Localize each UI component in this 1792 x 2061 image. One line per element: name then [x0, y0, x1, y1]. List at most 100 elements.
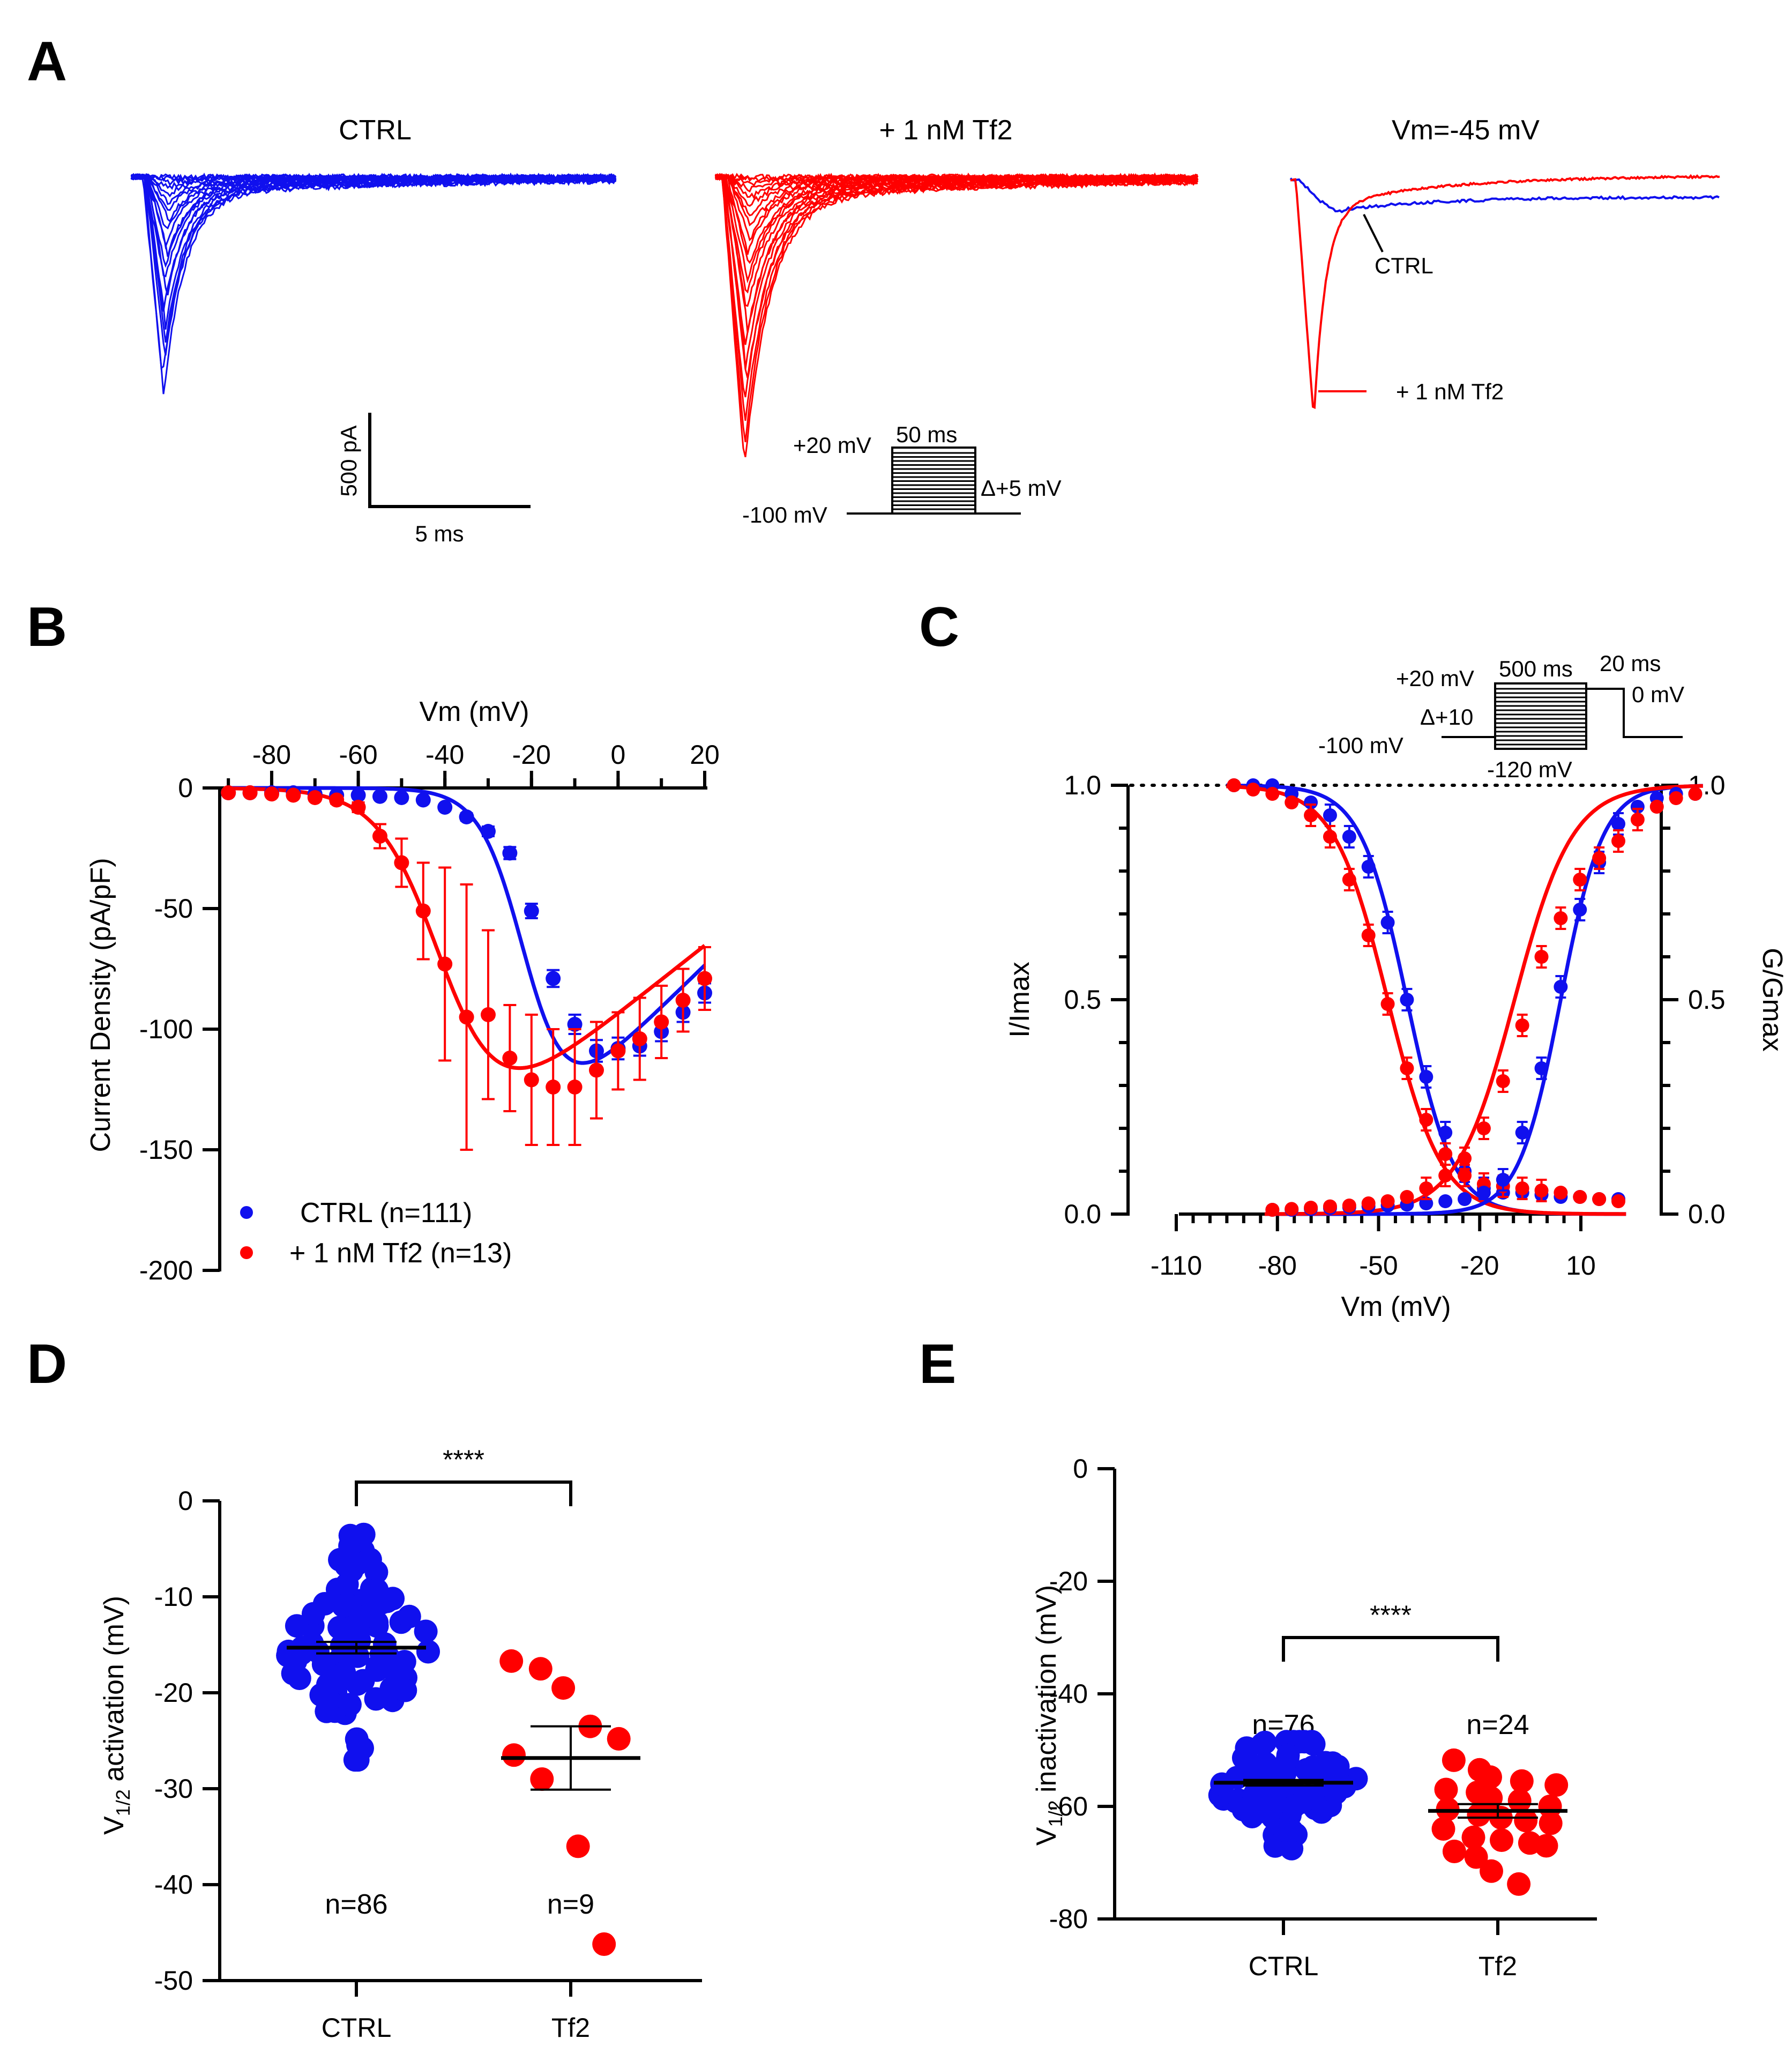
b-data-point — [610, 1043, 626, 1059]
b-data-point — [567, 1080, 583, 1095]
tf2-point — [1442, 1748, 1466, 1772]
current-trace — [130, 173, 616, 296]
b-data-point — [632, 1031, 647, 1046]
protocol-a: +20 mV 50 ms Δ+5 mV -100 mV — [742, 422, 1062, 527]
c-data-point — [1476, 1186, 1491, 1200]
significance-bracket — [1282, 1636, 1499, 1662]
c-data-point — [1380, 1194, 1395, 1208]
c-data-point — [1649, 800, 1664, 814]
ctrl-point — [1310, 1800, 1333, 1824]
b-data-point — [286, 787, 301, 803]
b-x-tick-label: 0 — [610, 740, 625, 770]
ctrl-point — [352, 1605, 376, 1629]
b-data-point — [394, 790, 409, 805]
c-data-point — [1515, 1018, 1529, 1032]
current-trace — [715, 174, 1198, 458]
y-tick-label: 0 — [1073, 1454, 1088, 1484]
c-data-point — [1554, 980, 1568, 994]
c-data-point — [1323, 830, 1337, 844]
tf2-point — [1514, 1809, 1538, 1833]
b-data-point — [372, 788, 387, 804]
ctrl-point — [352, 1522, 376, 1546]
x-tick-label: Tf2 — [1479, 1951, 1517, 1981]
c-data-point — [1592, 1192, 1607, 1206]
b-data-point — [546, 1080, 561, 1095]
ctrl-traces — [130, 172, 617, 395]
b-y-tick-label: -100 — [139, 1014, 193, 1044]
c-x-tick-label: -80 — [1258, 1251, 1297, 1281]
overlay-tf2-label: + 1 nM Tf2 — [1396, 379, 1504, 404]
b-data-point — [524, 1072, 539, 1088]
ctrl-point — [1326, 1754, 1350, 1779]
tf2-point — [551, 1676, 576, 1700]
tf2-point — [1442, 1840, 1466, 1863]
c-data-point — [1246, 783, 1260, 797]
tf2-point — [1461, 1825, 1485, 1849]
ctrl-point — [390, 1677, 414, 1701]
y-tick-label: -50 — [154, 1966, 193, 1996]
c-fit-curve — [1265, 784, 1703, 1216]
c-data-point — [1534, 950, 1549, 964]
c-y2-tick-label: 0.5 — [1688, 985, 1726, 1015]
b-data-point — [415, 792, 431, 808]
c-data-point — [1304, 795, 1318, 809]
y-tick-label: -30 — [154, 1774, 193, 1804]
c-data-point — [1458, 1169, 1472, 1182]
c-data-point — [1515, 1126, 1529, 1140]
b-data-point — [415, 903, 431, 919]
panel-label-d: D — [27, 1333, 67, 1395]
b-x-tick-label: 20 — [690, 740, 720, 770]
ctrl-point — [345, 1552, 369, 1576]
b-x-tick-label: -60 — [339, 740, 377, 770]
n-label: n=86 — [325, 1889, 387, 1920]
ctrl-point — [1300, 1730, 1324, 1754]
c-data-point — [1361, 928, 1376, 942]
x-tick-label: CTRL — [1249, 1951, 1319, 1981]
c-data-point — [1611, 1194, 1625, 1208]
c-data-point — [1476, 1121, 1491, 1135]
panel-label-b: B — [27, 596, 67, 658]
tf2-point — [1510, 1769, 1534, 1793]
b-data-point — [221, 785, 236, 800]
c-data-point — [1361, 860, 1376, 874]
c-data-point — [1515, 1181, 1529, 1195]
y-tick-label: -40 — [154, 1870, 193, 1900]
x-tick-label: Tf2 — [551, 2013, 590, 2043]
tf2-point — [1434, 1777, 1458, 1802]
scalebar-x-label: 5 ms — [415, 521, 464, 546]
panel-c: Vm (mV) I/Imax G/Gmax 0.0 0.00.5 0.51.0 1.0… — [1004, 651, 1788, 1322]
c-data-point — [1458, 1192, 1472, 1206]
c-data-point — [1265, 1203, 1280, 1217]
ctrl-point — [414, 1619, 438, 1643]
c-data-point — [1438, 1126, 1453, 1140]
y-tick-label: -60 — [1049, 1791, 1088, 1821]
c-data-point — [1573, 903, 1587, 917]
c-data-point — [1342, 873, 1356, 887]
b-ylabel: Current Density (pA/pF) — [85, 858, 116, 1152]
n-label: n=9 — [547, 1889, 594, 1920]
ctrl-point — [346, 1748, 370, 1772]
current-trace — [131, 173, 616, 395]
c-data-point — [1304, 1201, 1318, 1215]
c-data-point — [1400, 1061, 1414, 1075]
c-data-point — [1419, 1070, 1433, 1084]
c-data-point — [1400, 993, 1414, 1007]
tf2-point — [528, 1657, 552, 1681]
ctrl-point — [397, 1604, 421, 1628]
protocol-c-step: +20 mV — [1396, 666, 1474, 691]
c-data-point — [1304, 808, 1318, 822]
protocol-c-test: 0 mV — [1632, 682, 1684, 707]
panel-b: Vm (mV) Current Density (pA/pF) -80 -60 -4… — [85, 696, 720, 1285]
significance-bracket — [355, 1480, 572, 1506]
overlay-ctrl-pointer — [1363, 214, 1384, 252]
c-data-point — [1400, 1190, 1414, 1204]
ctrl-point — [316, 1672, 340, 1697]
tf2-point — [1534, 1834, 1558, 1858]
tf2-point — [1507, 1872, 1531, 1896]
ctrl-point — [365, 1578, 389, 1602]
y-tick-label: -20 — [1049, 1566, 1088, 1596]
c-y-tick-label: 0.0 — [1064, 1199, 1101, 1229]
protocol-c-pre: -120 mV — [1487, 757, 1572, 782]
protocol-a-increment: Δ+5 mV — [981, 475, 1062, 501]
b-legend-ctrl-marker — [240, 1206, 253, 1219]
